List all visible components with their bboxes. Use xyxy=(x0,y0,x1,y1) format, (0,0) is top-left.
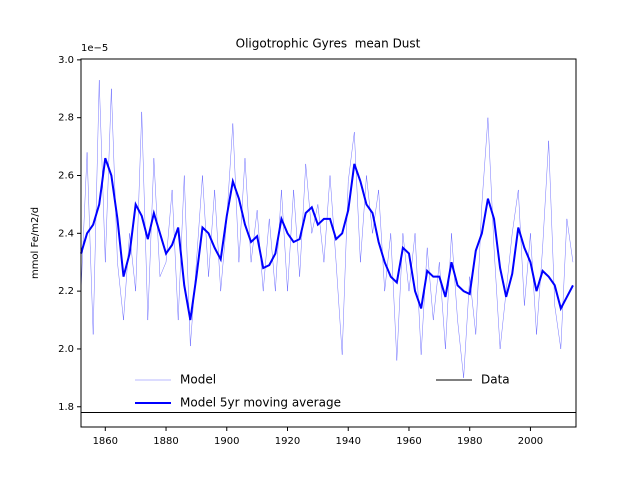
legend-label: Model xyxy=(180,373,216,387)
y-tick-label: 2.0 xyxy=(58,344,74,355)
x-tick-label: 2000 xyxy=(518,436,543,447)
x-tick-label: 1940 xyxy=(336,436,361,447)
x-tick-label: 1860 xyxy=(93,436,118,447)
x-tick-label: 1960 xyxy=(396,436,421,447)
legend-label: Model 5yr moving average xyxy=(180,396,341,410)
x-tick-label: 1980 xyxy=(457,436,482,447)
y-tick-label: 3.0 xyxy=(58,55,74,66)
plot-frame xyxy=(80,58,577,428)
y-tick-label: 1.8 xyxy=(58,402,74,413)
series-line xyxy=(80,157,574,321)
x-tick-label: 1900 xyxy=(214,436,239,447)
legend-label: Data xyxy=(481,373,510,387)
y-tick-label: 2.6 xyxy=(58,170,74,181)
y-tick-label: 2.4 xyxy=(58,228,74,239)
y-tick-label: 2.2 xyxy=(58,286,74,297)
x-tick-label: 1880 xyxy=(153,436,178,447)
x-tick-label: 1920 xyxy=(275,436,300,447)
series-line xyxy=(80,80,574,378)
y-axis-label: mmol Fe/m2/d xyxy=(30,207,41,279)
y-offset-label: 1e−5 xyxy=(81,43,108,54)
y-tick-label: 2.8 xyxy=(58,113,74,124)
chart-title: Oligotrophic Gyres mean Dust xyxy=(236,37,421,51)
